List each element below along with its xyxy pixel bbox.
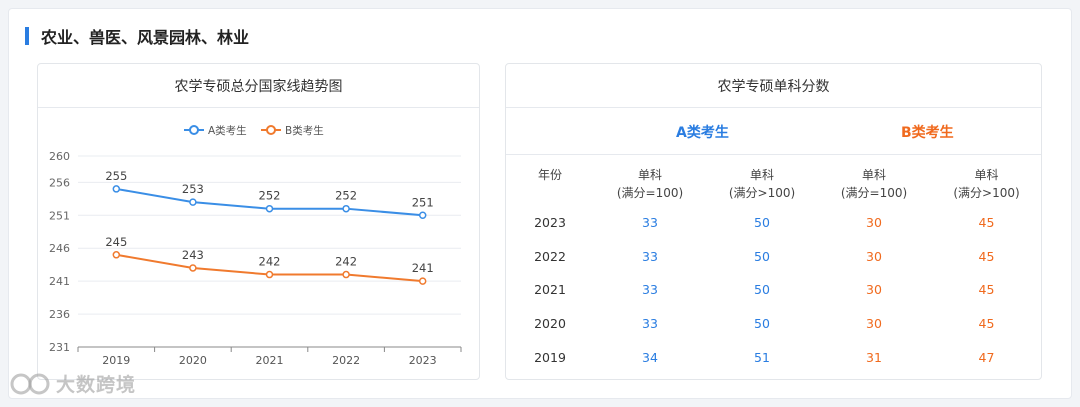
x-tick-label: 2022: [332, 354, 360, 367]
header-a-gt100: 单科 (满分>100): [728, 168, 796, 200]
legend-label: B类考生: [285, 124, 324, 137]
x-tick-label: 2023: [409, 354, 437, 367]
trend-chart-card: 农学专硕总分国家线趋势图 231 236 241 246 251 256 260 2019 20…: [37, 63, 480, 380]
cell-b-gt100: 45: [978, 215, 995, 231]
y-tick-label: 260: [49, 150, 70, 163]
legend-label: A类考生: [208, 124, 247, 137]
cell-a-gt100: 50: [754, 316, 770, 332]
cell-year: 2023: [534, 215, 566, 231]
data-label: 245: [105, 235, 127, 249]
cell-b-gt100: 47: [978, 349, 995, 365]
table-row: 2022 33 50 30 45: [506, 240, 1043, 274]
cell-year: 2020: [534, 316, 566, 332]
y-tick-label: 246: [49, 242, 70, 255]
header-b-eq100: 单科 (满分=100): [840, 168, 908, 200]
data-point: [265, 270, 274, 279]
watermark: 大数跨境: [8, 370, 136, 397]
data-label: 242: [259, 255, 281, 269]
cell-a-eq100: 34: [642, 349, 658, 365]
cell-b-eq100: 30: [866, 215, 882, 231]
section-title: 农业、兽医、风景园林、林业: [41, 28, 250, 47]
chart-card-title: 农学专硕总分国家线趋势图: [38, 64, 479, 108]
group-a-label: A类考生: [676, 125, 729, 141]
data-point: [342, 270, 350, 279]
y-tick-label: 256: [49, 176, 70, 189]
data-label: 243: [182, 248, 204, 262]
data-point: [112, 251, 121, 259]
score-table-card: 农学专硕单科分数 A类考生 B类考生 年份 单科 (满分=100) 单科 (满分>1…: [505, 63, 1042, 380]
trend-line-chart: 231 236 241 246 251 256 260 2019 2020 2021 2022 202…: [49, 124, 462, 367]
table-row: 2021 33 50 30 45: [506, 273, 1043, 307]
cell-b-eq100: 31: [866, 349, 882, 365]
legend-marker: [266, 125, 276, 135]
watermark-text: 大数跨境: [56, 374, 137, 396]
x-tick-label: 2020: [179, 354, 207, 367]
watermark-logo-icon: [10, 373, 50, 394]
header-a-eq100: 单科 (满分=100): [616, 168, 684, 200]
legend-marker: [189, 125, 199, 135]
cell-a-gt100: 51: [754, 349, 770, 365]
cell-year: 2021: [534, 282, 566, 298]
table-row: 2020 33 50 30 45: [506, 307, 1043, 341]
cell-a-eq100: 33: [642, 282, 658, 298]
data-label: 242: [335, 255, 357, 269]
y-tick-label: 236: [49, 308, 70, 321]
table-card-title: 农学专硕单科分数: [506, 64, 1041, 108]
cell-b-gt100: 45: [978, 282, 995, 298]
data-point: [189, 264, 197, 272]
cell-b-gt100: 45: [978, 316, 995, 332]
section-accent-bar: [25, 27, 29, 45]
y-tick-label: 241: [49, 275, 70, 288]
score-table: 年份 单科 (满分=100) 单科 (满分>100) 单科 (满分=100) 单科 (满…: [506, 160, 1043, 374]
cell-year: 2019: [534, 349, 566, 365]
table-header-row: 年份 单科 (满分=100) 单科 (满分>100) 单科 (满分=100) 单科 (满…: [506, 160, 1043, 206]
data-point: [418, 211, 427, 220]
cell-a-gt100: 50: [754, 215, 770, 231]
group-divider: [506, 154, 1041, 155]
cell-a-eq100: 33: [642, 316, 658, 332]
group-b-label: B类考生: [901, 125, 954, 141]
cell-b-gt100: 45: [978, 248, 995, 264]
main-panel: 农业、兽医、风景园林、林业 农学专硕总分国家线趋势图 231 236 241 246 2…: [8, 8, 1072, 399]
table-row: 2019 34 51 31 47: [506, 340, 1043, 374]
data-label: 252: [259, 189, 281, 203]
data-point: [418, 277, 427, 285]
cell-b-eq100: 30: [866, 248, 882, 264]
data-label: 255: [105, 169, 127, 183]
x-tick-label: 2019: [102, 354, 130, 367]
cell-a-gt100: 50: [754, 282, 770, 298]
table-row: 2023 33 50 30 45: [506, 206, 1043, 240]
cell-b-eq100: 30: [866, 316, 882, 332]
header-year: 年份: [537, 168, 562, 182]
data-label: 252: [335, 189, 357, 203]
data-point: [189, 198, 197, 206]
cell-a-gt100: 50: [754, 248, 770, 264]
data-point: [342, 204, 350, 213]
data-point: [265, 204, 274, 213]
section-header: 农业、兽医、风景园林、林业: [25, 26, 250, 47]
y-tick-label: 231: [49, 341, 70, 354]
data-point: [112, 185, 121, 193]
x-tick-label: 2021: [256, 354, 284, 367]
cell-a-eq100: 33: [642, 248, 658, 264]
data-label: 241: [412, 261, 434, 275]
cell-year: 2022: [534, 248, 566, 264]
data-label: 253: [182, 182, 204, 196]
y-tick-label: 251: [49, 209, 70, 222]
header-b-gt100: 单科 (满分>100): [953, 168, 1020, 200]
cell-b-eq100: 30: [866, 282, 882, 298]
cell-a-eq100: 33: [642, 215, 658, 231]
data-label: 251: [412, 195, 434, 209]
